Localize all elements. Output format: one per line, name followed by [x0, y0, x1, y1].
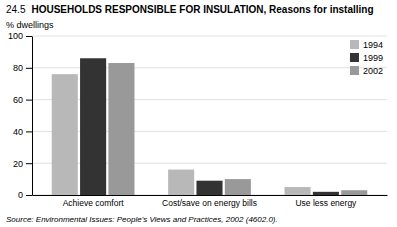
x-tick-label: Use less energy: [295, 198, 357, 208]
y-tick-label: 0: [18, 190, 23, 200]
y-tick-label: 80: [13, 63, 23, 73]
title-number: 24.5: [6, 4, 26, 15]
title: HOUSEHOLDS RESPONSIBLE FOR INSULATION, R…: [31, 4, 373, 15]
y-tick-mark: [26, 100, 32, 101]
bar: [108, 63, 134, 195]
y-axis: 0 20 40 60 80 100: [8, 31, 33, 200]
x-axis-line: [33, 195, 388, 196]
bar: [285, 187, 311, 195]
plot: 0 20 40 60 80 100 Achieve comfort Cost/save on …: [8, 31, 388, 208]
title-group: 24.5 HOUSEHOLDS RESPONSIBLE FOR INSULATIO…: [6, 4, 374, 15]
y-tick-label: 20: [13, 159, 23, 169]
legend-item: 1994: [350, 40, 383, 50]
y-tick-mark: [26, 163, 32, 164]
chart: 24.5 HOUSEHOLDS RESPONSIBLE FOR INSULATIO…: [0, 0, 397, 227]
grid: [32, 36, 387, 195]
bar: [313, 192, 339, 195]
y-tick: 60: [13, 95, 32, 105]
legend-swatch: [350, 66, 359, 75]
y-tick-mark: [26, 195, 32, 196]
x-tick: Use less energy: [295, 198, 357, 208]
y-tick: 20: [13, 159, 32, 169]
x-tick-label: Cost/save on energy bills: [162, 198, 257, 208]
bar: [168, 170, 194, 195]
bar: [225, 179, 251, 195]
y-tick-mark: [26, 131, 32, 132]
y-tick-label: 60: [13, 95, 23, 105]
bar: [52, 74, 78, 195]
y-tick-label: 100: [8, 31, 23, 41]
y-tick: 0: [18, 190, 32, 200]
grid-line: [32, 36, 387, 37]
legend-item: 1999: [350, 53, 383, 63]
x-tick-label: Achieve comfort: [63, 198, 125, 208]
x-tick: Cost/save on energy bills: [162, 198, 257, 208]
bar: [341, 190, 367, 195]
bar: [80, 58, 106, 195]
y-tick: 100: [8, 31, 32, 41]
legend-swatch: [350, 40, 359, 49]
legend-label: 1994: [363, 40, 383, 50]
y-tick-mark: [26, 36, 32, 37]
y-tick-mark: [26, 68, 32, 69]
legend-label: 2002: [363, 66, 383, 76]
legend-item: 2002: [350, 66, 383, 76]
x-tick: Achieve comfort: [63, 198, 125, 208]
y-tick: 80: [13, 63, 32, 73]
bar-series: [108, 63, 367, 195]
x-axis: Achieve comfort Cost/save on energy bills…: [33, 196, 388, 209]
source-note: Source: Environmental Issues: People's V…: [6, 215, 278, 224]
y-tick: 40: [13, 127, 32, 137]
y-axis-line: [32, 37, 33, 196]
bar: [196, 181, 222, 195]
y-tick-label: 40: [13, 127, 23, 137]
legend-swatch: [350, 53, 359, 62]
legend-label: 1999: [363, 53, 383, 63]
legend: 1994 1999 2002: [350, 40, 383, 76]
bar-series: [80, 58, 339, 195]
bars: [52, 58, 368, 195]
y-axis-title: % dwellings: [6, 20, 54, 30]
